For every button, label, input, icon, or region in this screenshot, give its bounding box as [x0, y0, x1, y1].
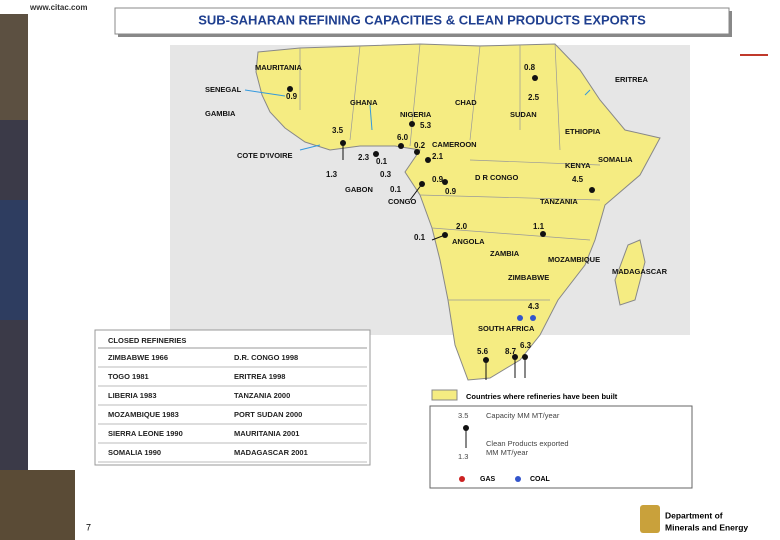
department: Department of	[665, 510, 723, 520]
country-label: SOUTH AFRICA	[478, 324, 535, 333]
logo	[640, 505, 660, 533]
page-number: 7	[86, 522, 91, 532]
country-label: MADAGASCAR	[612, 267, 668, 276]
table-cell: SIERRA LEONE 1990	[108, 429, 183, 438]
country-label: GHANA	[350, 98, 378, 107]
legend-built: Countries where refineries have been bui…	[466, 392, 618, 401]
table-cell: MOZAMBIQUE 1983	[108, 410, 179, 419]
legend-capacity: Capacity MM MT/year	[486, 411, 560, 420]
decor-strip	[0, 0, 28, 120]
department: Minerals and Energy	[665, 522, 748, 532]
country-label: D R CONGO	[475, 173, 519, 182]
url-bg	[0, 0, 105, 14]
madagascar	[614, 239, 646, 306]
capacity-figure: 1.3	[326, 170, 338, 179]
legend-gas: GAS	[480, 476, 496, 483]
country-label: ANGOLA	[452, 237, 485, 246]
capacity-figure: 2.1	[432, 152, 444, 161]
country-label: ZAMBIA	[490, 249, 520, 258]
table-cell: ERITREA 1998	[234, 372, 285, 381]
title: SUB-SAHARAN REFINING CAPACITIES & CLEAN …	[198, 12, 646, 27]
legend-coal: COAL	[530, 476, 551, 483]
export-arrows	[342, 143, 526, 380]
country-label: ZIMBABWE	[508, 273, 549, 282]
legend-gas-dot	[459, 476, 465, 482]
legend-coal-dot	[515, 476, 521, 482]
capacity-figure: 0.3	[380, 170, 392, 179]
country-label: SUDAN	[510, 110, 537, 119]
capacity-figure: 0.8	[524, 63, 536, 72]
country-label: KENYA	[565, 161, 591, 170]
capacity-figure: 3.5	[332, 126, 344, 135]
legend-exports: MM MT/year	[486, 448, 529, 457]
legend-capacity-value: 3.5	[458, 411, 468, 420]
capacity-figure: 5.3	[420, 121, 432, 130]
borders	[299, 43, 601, 301]
decor-strip	[0, 200, 28, 320]
capacity-figure: 0.1	[390, 185, 402, 194]
country-label: GAMBIA	[205, 109, 236, 118]
country-label: CONGO	[388, 197, 417, 206]
country-label: NIGERIA	[400, 110, 432, 119]
table-cell: MADAGASCAR 2001	[234, 448, 308, 457]
table-cell: ZIMBABWE 1966	[108, 353, 168, 362]
capacity-figure: 2.3	[358, 153, 370, 162]
country-label: TANZANIA	[540, 197, 578, 206]
capacity-figure: 2.0	[456, 222, 468, 231]
country-label: ERITREA	[615, 75, 649, 84]
country-label: CAMEROON	[432, 140, 477, 149]
capacity-figure: 0.1	[376, 157, 388, 166]
country-label: SENEGAL	[205, 85, 242, 94]
table-cell: D.R. CONGO 1998	[234, 353, 298, 362]
legend-exports-value: 1.3	[458, 452, 468, 461]
pointer-lines	[244, 89, 591, 151]
country-label: CHAD	[455, 98, 477, 107]
capacity-figure: 0.9	[286, 92, 298, 101]
capacity-figure: 4.3	[528, 302, 540, 311]
country-label: ETHIOPIA	[565, 127, 601, 136]
capacity-figure: 2.5	[528, 93, 540, 102]
country-label: SOMALIA	[598, 155, 633, 164]
table-cell: SOMALIA 1990	[108, 448, 161, 457]
decor-corner	[0, 470, 75, 540]
capacity-figure: 5.6	[477, 347, 489, 356]
title-box	[114, 7, 730, 35]
legend-exports: Clean Products exported	[486, 439, 569, 448]
capacity-figure: 1.1	[533, 222, 545, 231]
capacity-figure: 0.2	[414, 141, 426, 150]
capacity-figure: 8.7	[505, 347, 517, 356]
capacity-figure: 0.9	[445, 187, 457, 196]
table-cell: MAURITANIA 2001	[234, 429, 299, 438]
country-label: GABON	[345, 185, 373, 194]
table-title: CLOSED REFINERIES	[108, 336, 186, 345]
legend-box	[429, 405, 693, 489]
refinery-dots	[287, 75, 595, 238]
table-cell: LIBERIA 1983	[108, 391, 157, 400]
capacity-figure: 0.9	[432, 175, 444, 184]
url: www.citac.com	[29, 3, 88, 12]
capacity-figure: 6.0	[397, 133, 409, 142]
table-cell: TOGO 1981	[108, 372, 149, 381]
country-label: MOZAMBIQUE	[548, 255, 600, 264]
capacity-figure: 0.1	[414, 233, 426, 242]
coal-dots	[517, 315, 536, 321]
legend-swatch	[431, 389, 458, 401]
table-cell: PORT SUDAN 2000	[234, 410, 302, 419]
country-label: MAURITANIA	[255, 63, 303, 72]
country-label: COTE D'IVOIRE	[237, 151, 293, 160]
table-cell: TANZANIA 2000	[234, 391, 290, 400]
capacity-figure: 4.5	[572, 175, 584, 184]
capacity-figure: 6.3	[520, 341, 532, 350]
